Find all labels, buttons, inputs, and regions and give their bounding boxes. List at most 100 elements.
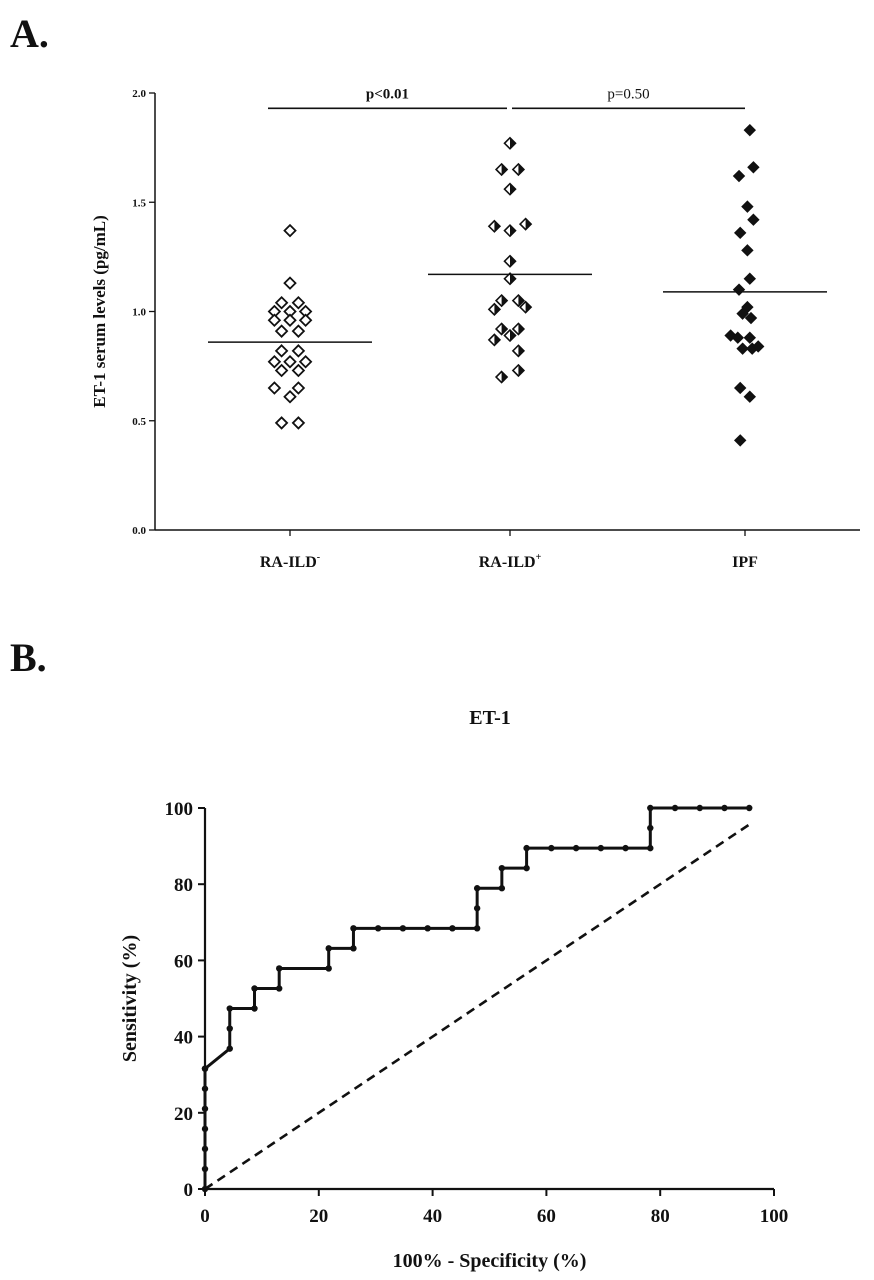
x-tick-label: IPF	[732, 554, 758, 571]
roc-point	[498, 864, 506, 872]
roc-point	[696, 804, 704, 812]
data-point	[291, 381, 306, 395]
roc-point	[201, 1125, 209, 1133]
data-point	[274, 416, 289, 430]
roc-point	[647, 824, 654, 832]
x-tick-label: RA-ILD-	[260, 552, 320, 571]
data-point	[503, 136, 517, 150]
data-point	[283, 389, 297, 404]
data-point	[511, 322, 526, 336]
data-point	[494, 322, 509, 336]
roc-point	[473, 885, 481, 892]
x-tick-label: 40	[423, 1206, 442, 1227]
roc-point	[350, 925, 357, 932]
roc-point	[374, 925, 382, 932]
data-point	[487, 219, 502, 233]
data-point	[267, 354, 282, 369]
x-tick-label: 100	[760, 1206, 789, 1227]
data-point	[736, 307, 749, 320]
roc-point	[275, 985, 283, 992]
panel-a-letter: A.	[10, 11, 49, 56]
data-point	[732, 169, 746, 183]
data-point	[267, 313, 282, 328]
data-point	[511, 162, 526, 177]
data-point	[733, 226, 747, 240]
roc-point	[597, 844, 605, 852]
roc-point	[226, 1045, 233, 1052]
roc-point	[671, 804, 679, 812]
roc-point	[201, 1145, 209, 1153]
roc-point	[572, 844, 580, 852]
y-axis-label: Sensitivity (%)	[119, 935, 141, 1062]
y-tick-label: 1.5	[132, 197, 146, 209]
y-tick-label: 0.5	[132, 416, 146, 428]
x-tick-label: 80	[651, 1206, 670, 1227]
data-point	[298, 354, 313, 369]
data-point	[511, 363, 526, 378]
roc-point	[251, 985, 258, 992]
roc-point	[647, 804, 654, 812]
data-point	[503, 182, 517, 196]
data-point	[291, 416, 306, 430]
roc-point	[350, 945, 357, 952]
data-point	[494, 162, 509, 177]
data-point	[503, 254, 517, 268]
data-point	[283, 354, 297, 369]
roc-point	[473, 905, 481, 912]
data-point	[487, 302, 502, 316]
data-point	[291, 363, 306, 378]
data-point	[503, 328, 517, 343]
roc-point	[721, 804, 728, 812]
data-point	[743, 272, 757, 285]
data-point	[274, 363, 289, 378]
y-tick-label: 100	[165, 799, 194, 820]
p-value-label: p<0.01	[366, 86, 409, 102]
data-point	[733, 434, 747, 447]
y-tick-label: 40	[174, 1028, 193, 1049]
roc-point	[449, 925, 456, 932]
data-point	[291, 324, 306, 338]
y-tick-label: 80	[174, 875, 193, 896]
roc-point	[226, 1005, 233, 1012]
data-point	[511, 293, 526, 308]
y-tick-label: 20	[174, 1104, 193, 1125]
roc-point	[201, 1185, 209, 1193]
x-tick-label: 20	[309, 1206, 328, 1227]
data-point	[743, 331, 757, 344]
roc-point	[325, 965, 332, 972]
roc-point	[275, 965, 283, 972]
roc-point	[647, 844, 654, 852]
y-tick-label: 0	[184, 1180, 194, 1201]
data-point	[274, 344, 289, 358]
data-point	[732, 283, 746, 296]
data-point	[743, 390, 757, 403]
roc-point	[548, 844, 555, 852]
chart-title: ET-1	[469, 707, 511, 729]
data-point	[736, 342, 749, 355]
roc-point	[399, 925, 407, 932]
data-point	[494, 370, 509, 384]
roc-point	[523, 864, 530, 872]
data-point	[518, 300, 533, 314]
roc-point	[523, 844, 530, 852]
data-point	[274, 324, 289, 338]
roc-point	[201, 1065, 209, 1072]
data-point	[747, 161, 760, 174]
data-point	[291, 295, 306, 310]
roc-point	[473, 925, 481, 932]
roc-point	[251, 1005, 258, 1012]
data-point	[741, 200, 754, 213]
data-point	[283, 223, 297, 238]
x-axis-label: 100% - Specificity (%)	[393, 1250, 587, 1272]
data-point	[747, 213, 760, 226]
data-point	[283, 313, 297, 328]
data-point	[733, 381, 747, 395]
roc-point	[201, 1165, 209, 1173]
roc-curve	[203, 806, 750, 1189]
y-tick-label: 60	[174, 951, 193, 972]
roc-point	[201, 1085, 209, 1092]
data-point	[503, 224, 517, 238]
roc-point	[498, 885, 506, 892]
data-point	[283, 276, 297, 290]
roc-chart: ET-1 0 20 40 60 80 100 0 20 40 60 80 100 100% - Speci…	[119, 707, 789, 1272]
